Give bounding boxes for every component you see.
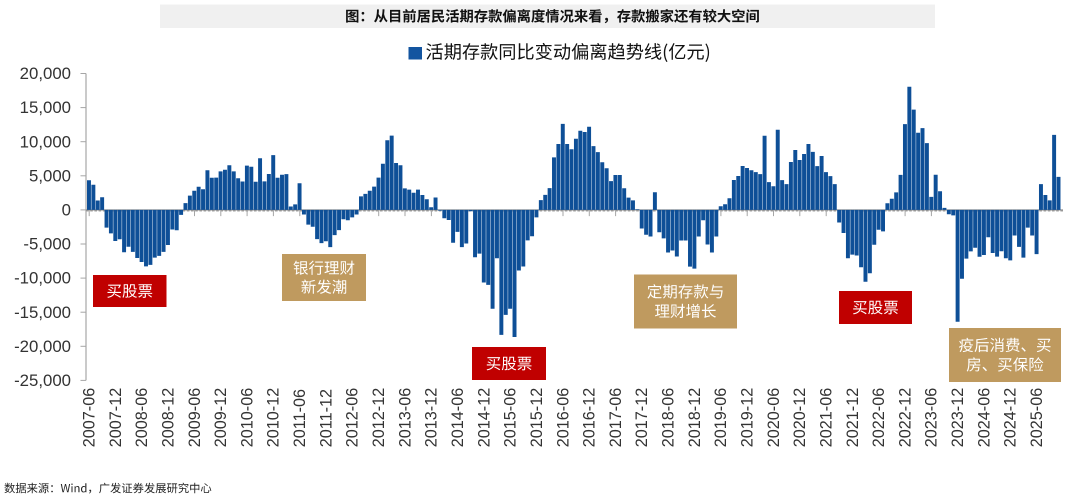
svg-text:-5,000: -5,000: [23, 235, 71, 254]
svg-text:2012-06: 2012-06: [344, 388, 362, 447]
svg-text:2013-06: 2013-06: [396, 388, 414, 447]
svg-text:5,000: 5,000: [29, 166, 71, 185]
svg-text:2016-06: 2016-06: [554, 388, 572, 447]
svg-text:2025-06: 2025-06: [1028, 388, 1046, 447]
svg-text:2021-06: 2021-06: [818, 388, 836, 447]
svg-text:-20,000: -20,000: [14, 337, 71, 356]
svg-text:2015-06: 2015-06: [502, 388, 520, 447]
svg-text:2011-12: 2011-12: [317, 389, 335, 447]
svg-text:2015-12: 2015-12: [528, 388, 546, 447]
svg-text:2019-06: 2019-06: [712, 388, 730, 447]
svg-text:-15,000: -15,000: [14, 303, 71, 322]
svg-text:2007-12: 2007-12: [107, 388, 125, 447]
svg-text:2019-12: 2019-12: [739, 388, 757, 447]
svg-text:2013-12: 2013-12: [423, 388, 441, 447]
svg-text:2012-12: 2012-12: [370, 388, 388, 447]
svg-text:2008-06: 2008-06: [133, 388, 151, 447]
svg-text:-25,000: -25,000: [14, 371, 71, 390]
svg-text:15,000: 15,000: [20, 98, 71, 117]
svg-text:2009-12: 2009-12: [212, 388, 230, 447]
svg-text:2022-06: 2022-06: [870, 388, 888, 447]
svg-text:2010-12: 2010-12: [265, 388, 283, 447]
svg-text:-10,000: -10,000: [14, 269, 71, 288]
svg-text:0: 0: [62, 201, 71, 220]
svg-text:2018-06: 2018-06: [660, 388, 678, 447]
svg-text:2009-06: 2009-06: [186, 388, 204, 447]
svg-text:2023-06: 2023-06: [923, 388, 941, 447]
svg-text:2014-12: 2014-12: [475, 388, 493, 447]
svg-text:2014-06: 2014-06: [449, 388, 467, 447]
svg-text:2020-06: 2020-06: [765, 388, 783, 447]
svg-text:2020-12: 2020-12: [791, 388, 809, 447]
svg-text:10,000: 10,000: [20, 132, 71, 151]
svg-text:2018-12: 2018-12: [686, 388, 704, 447]
svg-text:2017-06: 2017-06: [607, 388, 625, 447]
svg-text:2017-12: 2017-12: [633, 388, 651, 447]
svg-text:2011-06: 2011-06: [291, 389, 309, 447]
svg-text:20,000: 20,000: [20, 64, 71, 83]
svg-text:2022-12: 2022-12: [896, 388, 914, 447]
svg-text:2024-12: 2024-12: [1002, 388, 1020, 447]
svg-text:2016-12: 2016-12: [581, 388, 599, 447]
svg-text:2024-06: 2024-06: [975, 388, 993, 447]
svg-text:2021-12: 2021-12: [844, 388, 862, 447]
svg-text:2023-12: 2023-12: [949, 388, 967, 447]
svg-text:2007-06: 2007-06: [81, 388, 99, 447]
svg-text:2008-12: 2008-12: [160, 388, 178, 447]
svg-text:2010-06: 2010-06: [238, 388, 256, 447]
